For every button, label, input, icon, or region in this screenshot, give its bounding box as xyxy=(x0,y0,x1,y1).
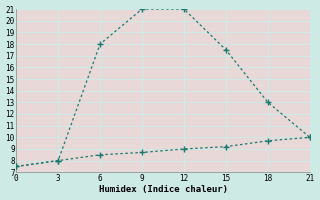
X-axis label: Humidex (Indice chaleur): Humidex (Indice chaleur) xyxy=(99,185,228,194)
